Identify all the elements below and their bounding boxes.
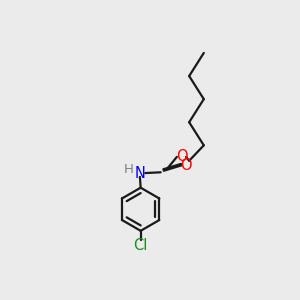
Text: O: O — [180, 158, 192, 173]
Text: O: O — [176, 149, 187, 164]
Text: N: N — [134, 166, 145, 181]
Text: H: H — [123, 164, 133, 176]
Text: Cl: Cl — [134, 238, 148, 253]
